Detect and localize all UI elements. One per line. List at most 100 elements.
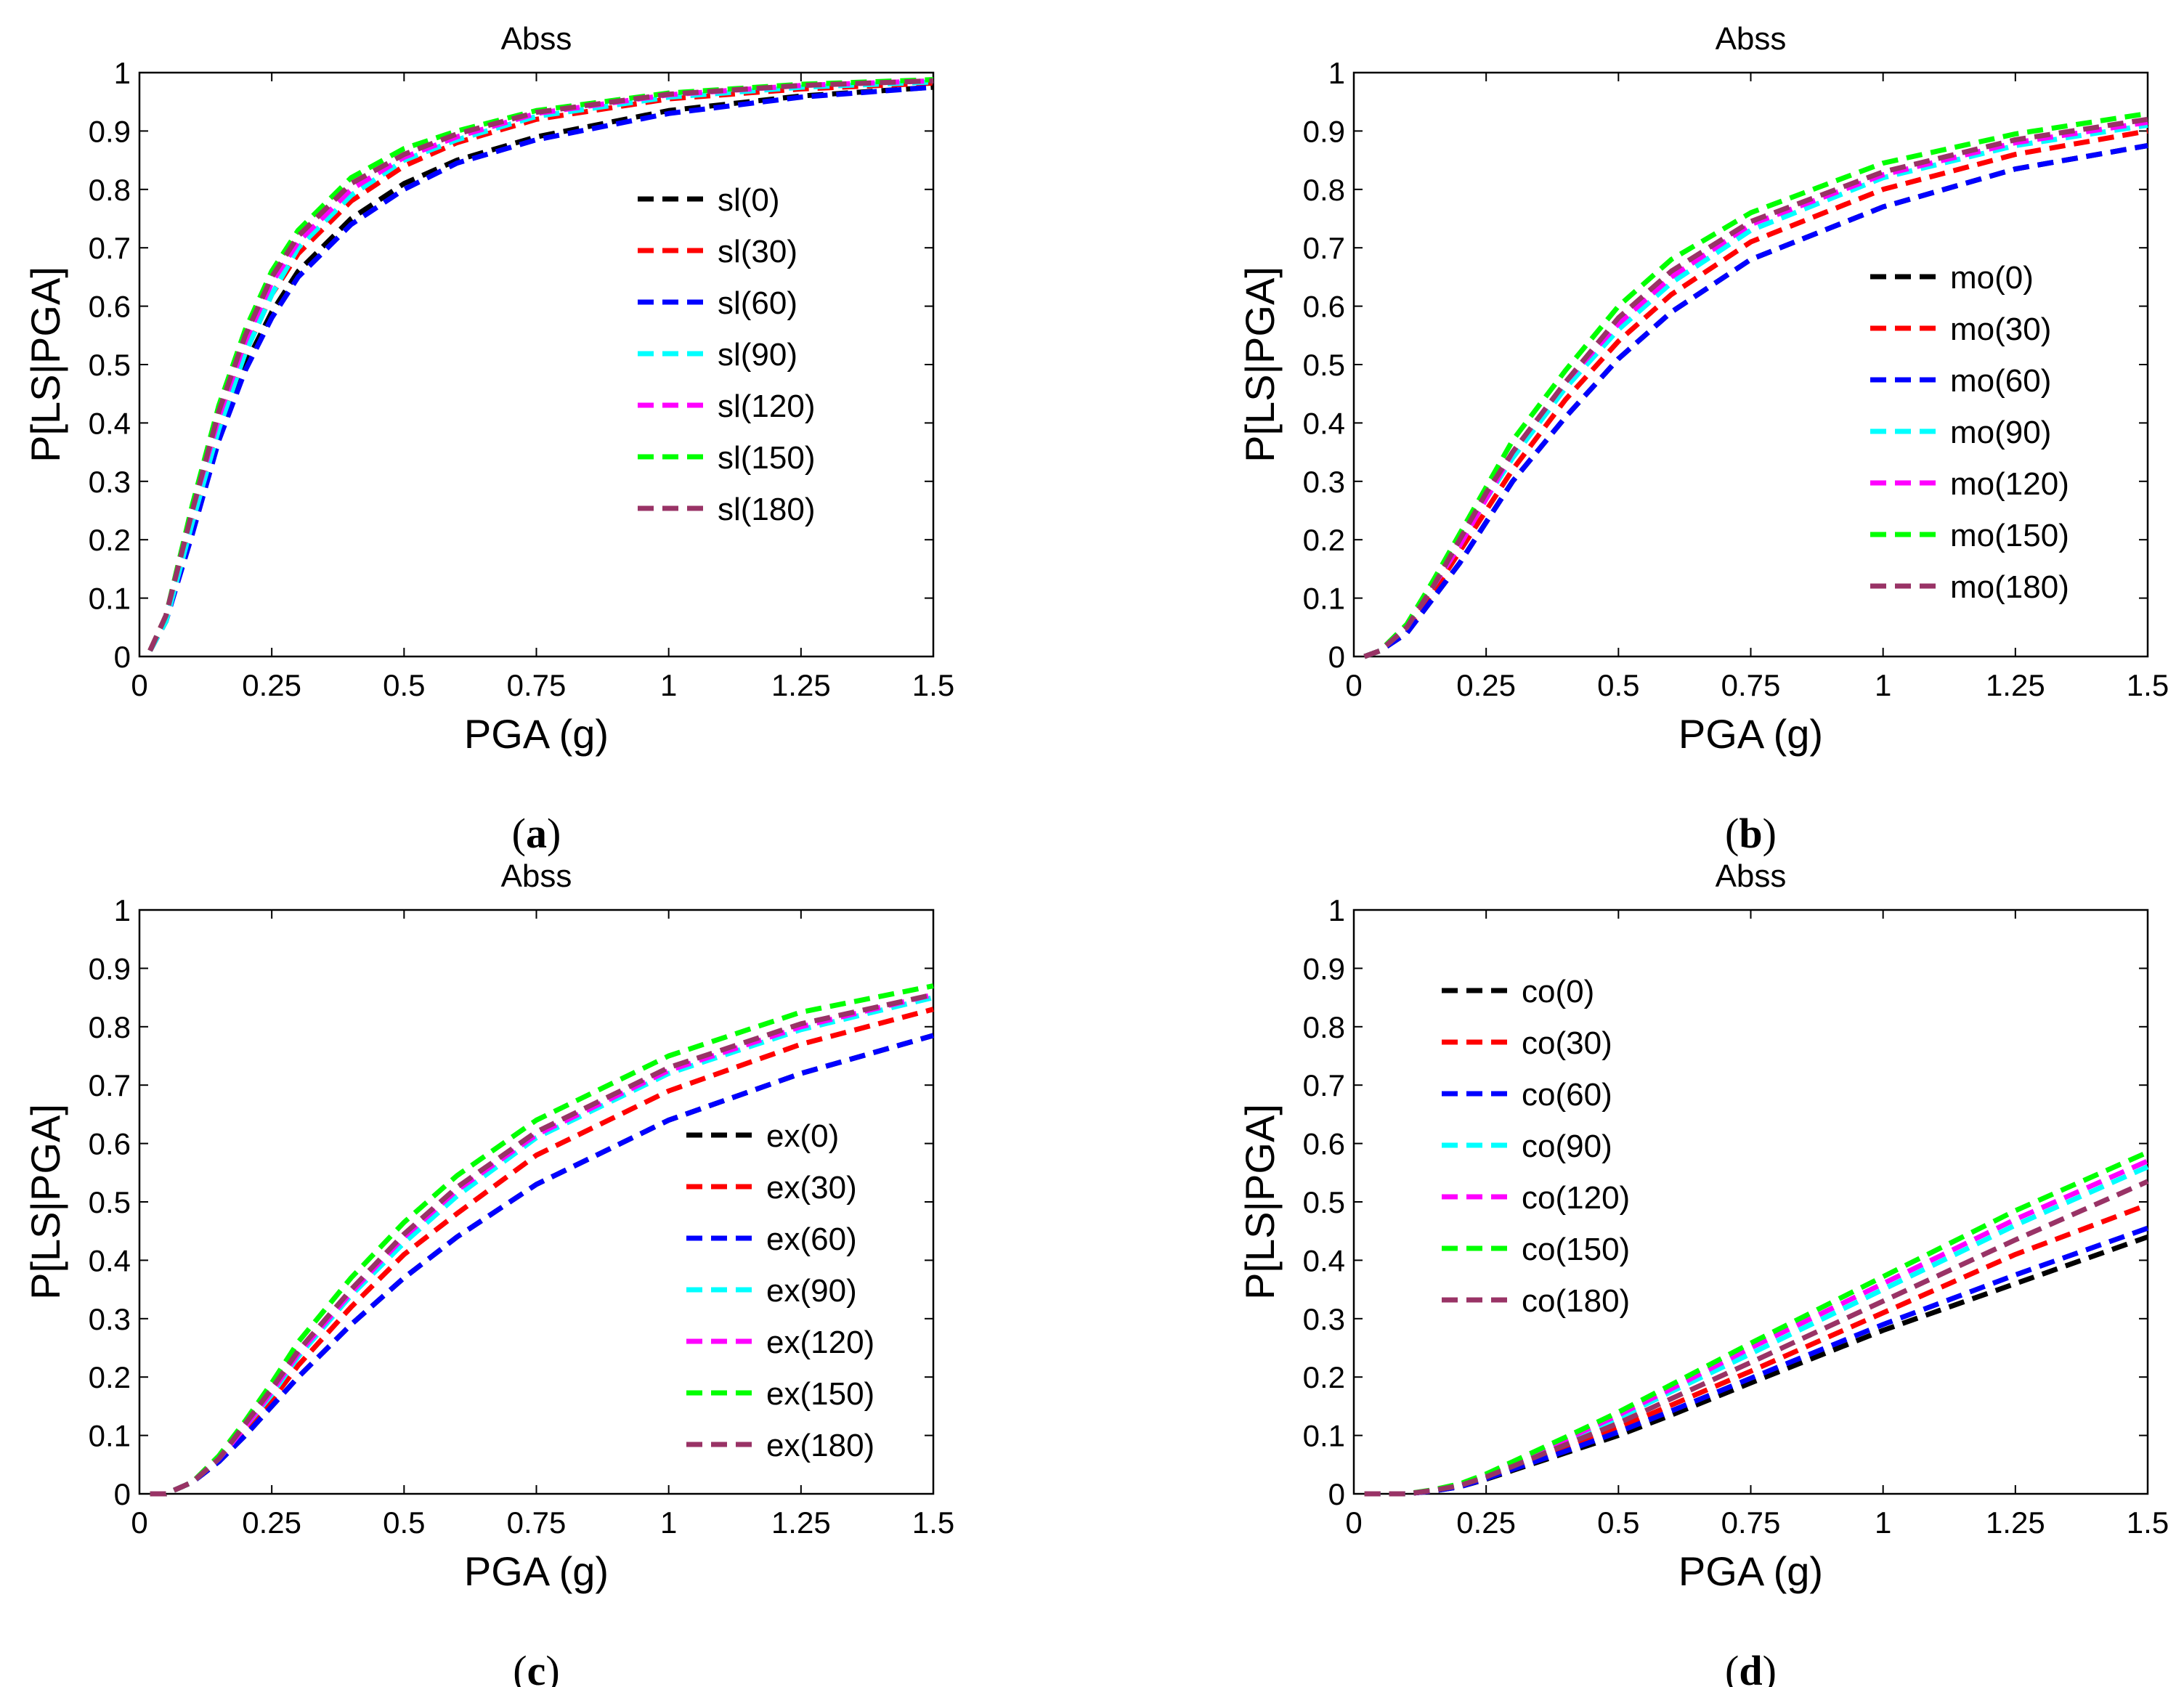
y-tick-label: 0.8 <box>1303 173 1345 207</box>
y-tick-label: 0.5 <box>1303 1185 1345 1219</box>
y-tick-label: 1 <box>114 56 131 90</box>
y-tick-label: 0.6 <box>89 1127 131 1161</box>
legend-label: sl(120) <box>718 389 816 424</box>
x-tick-label: 0 <box>131 668 147 702</box>
y-tick-label: 0.3 <box>1303 465 1345 499</box>
legend-label: mo(60) <box>1950 363 2051 399</box>
panel-caption: (a) <box>512 810 561 857</box>
y-tick-label: 0.6 <box>1303 290 1345 324</box>
legend-label: ex(150) <box>766 1376 874 1412</box>
series-line-150 <box>1364 1150 2149 1497</box>
x-tick-label: 0.75 <box>1721 1505 1781 1540</box>
y-tick-label: 0.1 <box>1303 1419 1345 1453</box>
chart-title: Abss <box>1716 21 1787 57</box>
x-tick-label: 0 <box>1345 1505 1362 1540</box>
y-tick-label: 0.5 <box>89 1185 131 1219</box>
x-tick-label: 0.75 <box>507 668 567 702</box>
y-tick-label: 1 <box>1328 56 1345 90</box>
x-tick-label: 1.5 <box>2127 1505 2169 1540</box>
x-tick-label: 1.5 <box>912 1505 954 1540</box>
y-tick-label: 0.4 <box>1303 406 1345 440</box>
y-tick-label: 0.4 <box>89 1243 131 1277</box>
x-tick-label: 1 <box>660 668 677 702</box>
x-tick-label: 1 <box>660 1505 677 1540</box>
y-tick-label: 1 <box>1328 893 1345 927</box>
legend-label: co(60) <box>1522 1077 1612 1113</box>
legend-label: ex(180) <box>766 1428 874 1463</box>
legend-label: co(0) <box>1522 974 1594 1009</box>
legend-label: co(90) <box>1522 1129 1612 1164</box>
x-tick-label: 1.25 <box>1986 668 2045 702</box>
y-tick-label: 0.8 <box>89 1010 131 1044</box>
y-tick-label: 0.2 <box>1303 1360 1345 1394</box>
x-tick-label: 0.25 <box>242 1505 301 1540</box>
legend-label: ex(0) <box>766 1118 839 1154</box>
legend-label: sl(60) <box>718 285 797 321</box>
legend-label: sl(30) <box>718 234 797 269</box>
legend-label: sl(150) <box>718 440 816 476</box>
chart-title: Abss <box>501 858 572 894</box>
legend-label: mo(30) <box>1950 312 2051 347</box>
series-line-60 <box>1364 1225 2149 1497</box>
y-tick-label: 0 <box>1328 640 1345 674</box>
x-tick-label: 0.5 <box>383 1505 425 1540</box>
y-tick-label: 0.9 <box>1303 114 1345 148</box>
x-tick-label: 0.5 <box>383 668 425 702</box>
y-tick-label: 0 <box>114 1477 131 1511</box>
y-tick-label: 0.9 <box>89 114 131 148</box>
series-line-180 <box>1363 116 2148 659</box>
x-tick-label: 0.75 <box>1721 668 1781 702</box>
legend-label: sl(0) <box>718 182 780 218</box>
legend-label: mo(90) <box>1950 415 2051 450</box>
series-line-180 <box>150 992 934 1497</box>
panel-caption: (d) <box>1725 1647 1777 1687</box>
x-axis-label: PGA (g) <box>464 711 609 757</box>
y-tick-label: 0.1 <box>1303 582 1345 616</box>
x-tick-label: 1 <box>1875 1505 1891 1540</box>
chart-panel-a: Abss 0 0.25 0.5 0.75 1 1.25 1.5 0 0.1 0.2 0.3 0.4 0.5… <box>23 21 954 857</box>
y-tick-label: 0.4 <box>1303 1243 1345 1277</box>
y-tick-label: 0.7 <box>89 231 131 265</box>
plot-area <box>1352 908 2149 1495</box>
y-tick-label: 0 <box>114 640 131 674</box>
legend-label: co(30) <box>1522 1025 1612 1061</box>
y-tick-label: 0.1 <box>89 582 131 616</box>
x-tick-label: 0.25 <box>242 668 301 702</box>
y-tick-label: 0.8 <box>89 173 131 207</box>
x-tick-label: 0 <box>131 1505 147 1540</box>
y-tick-label: 0.3 <box>1303 1302 1345 1336</box>
legend-label: ex(60) <box>766 1221 857 1257</box>
chart-title: Abss <box>501 21 572 57</box>
x-axis-label: PGA (g) <box>1678 1548 1823 1594</box>
y-tick-label: 0.2 <box>89 1360 131 1394</box>
legend-label: mo(0) <box>1950 260 2034 296</box>
legend-label: ex(90) <box>766 1273 857 1309</box>
x-axis-label: PGA (g) <box>464 1548 609 1594</box>
legend-label: sl(90) <box>718 337 797 373</box>
y-tick-label: 0.2 <box>89 523 131 557</box>
x-tick-label: 1.25 <box>1986 1505 2045 1540</box>
legend-label: sl(180) <box>718 492 816 527</box>
y-axis-label: P[LS|PGA] <box>1237 267 1283 463</box>
legend-label: co(120) <box>1522 1180 1630 1216</box>
series-line-60 <box>1363 143 2148 659</box>
y-tick-label: 0.7 <box>1303 1068 1345 1102</box>
y-tick-label: 0.5 <box>1303 348 1345 382</box>
y-tick-label: 0.1 <box>89 1419 131 1453</box>
chart-title: Abss <box>1716 858 1787 894</box>
y-tick-label: 0.6 <box>1303 1127 1345 1161</box>
y-tick-label: 0.9 <box>1303 951 1345 985</box>
series-line-30 <box>1364 1202 2149 1497</box>
x-tick-label: 1.5 <box>2127 668 2169 702</box>
legend-label: mo(150) <box>1950 518 2069 553</box>
series-line-0 <box>147 84 934 652</box>
chart-panel-c: Abss 0 0.25 0.5 0.75 1 1.25 1.5 0 0.1 0.2 0.3 0.4 0.5… <box>23 858 954 1687</box>
x-tick-label: 1.5 <box>912 668 954 702</box>
y-tick-label: 0.4 <box>89 406 131 440</box>
panel-caption: (c) <box>513 1647 559 1687</box>
y-axis-label: P[LS|PGA] <box>1237 1104 1283 1300</box>
plot-area <box>138 71 935 658</box>
x-tick-label: 0.75 <box>507 1505 567 1540</box>
